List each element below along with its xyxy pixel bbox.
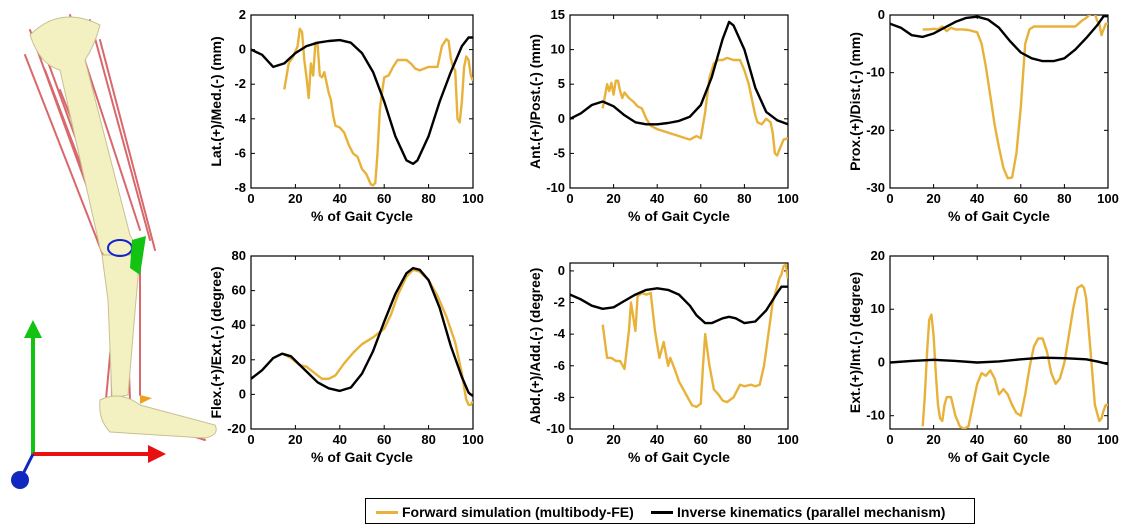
x-tick-label: 40 <box>333 432 347 447</box>
x-tick-label: 20 <box>288 191 302 206</box>
x-tick-label: 20 <box>926 432 940 447</box>
y-tick-label: 0 <box>239 42 246 57</box>
x-tick-label: 100 <box>462 432 484 447</box>
y-tick-label: -10 <box>866 408 885 423</box>
y-tick-label: -10 <box>546 421 565 436</box>
x-tick-label: 40 <box>650 191 664 206</box>
x-axis-label: % of Gait Cycle <box>948 208 1050 224</box>
x-tick-label: 60 <box>694 191 708 206</box>
chart-panel-5: 0 20 40 60 80 100 0 -2 -4 -6 -8 -10 % of Gait Cycle A… <box>527 263 799 465</box>
y-tick-label: 10 <box>551 42 565 57</box>
x-axis-label: % of Gait Cycle <box>311 208 413 224</box>
x-tick-label: 80 <box>1057 191 1071 206</box>
x-tick-label: 0 <box>566 432 573 447</box>
y-tick-label: 0 <box>878 354 885 369</box>
x-tick-label: 40 <box>970 191 984 206</box>
x-tick-label: 80 <box>737 432 751 447</box>
y-tick-label: -20 <box>227 421 246 436</box>
y-tick-label: 60 <box>232 283 246 298</box>
legend-swatch-forward <box>376 511 398 514</box>
legend-item-forward: Forward simulation (multibody-FE) <box>376 504 634 520</box>
x-axis-label: % of Gait Cycle <box>948 449 1050 465</box>
x-axis-label: % of Gait Cycle <box>311 449 413 465</box>
chart-legend: Forward simulation (multibody-FE) Invers… <box>365 498 975 524</box>
y-tick-label: 0 <box>558 263 565 278</box>
x-tick-label: 60 <box>377 432 391 447</box>
y-axis-label: Prox.(+)/Dist.(-) (mm) <box>847 32 863 171</box>
plot-frame <box>890 256 1108 429</box>
y-tick-label: -20 <box>866 122 885 137</box>
x-tick-label: 100 <box>462 191 484 206</box>
y-tick-label: 10 <box>871 301 885 316</box>
x-tick-label: 0 <box>886 191 893 206</box>
y-tick-label: 15 <box>551 7 565 22</box>
chart-panel-2: 0 20 40 60 80 100 15 10 5 0 -5 -10 % of Gait Cycle An… <box>527 7 799 224</box>
x-tick-label: 80 <box>1057 432 1071 447</box>
x-tick-label: 0 <box>566 191 573 206</box>
x-axis-label: % of Gait Cycle <box>628 208 730 224</box>
y-tick-label: 0 <box>558 111 565 126</box>
x-tick-label: 60 <box>1014 432 1028 447</box>
y-tick-label: -4 <box>234 111 246 126</box>
y-axis-label: Lat.(+)/Med.(-) (mm) <box>208 36 224 166</box>
y-tick-label: -4 <box>553 326 565 341</box>
y-axis-label: Abd.(+)/Add.(-) (degree) <box>527 268 543 425</box>
y-tick-label: -10 <box>866 65 885 80</box>
x-tick-label: 60 <box>1014 191 1028 206</box>
y-tick-label: -6 <box>553 358 565 373</box>
legend-label-inverse: Inverse kinematics (parallel mechanism) <box>677 504 945 520</box>
y-tick-label: 20 <box>871 248 885 263</box>
y-tick-label: -10 <box>546 180 565 195</box>
y-axis-label: Ant.(+)/Post.(-) (mm) <box>527 34 543 169</box>
x-tick-label: 100 <box>1097 432 1119 447</box>
y-tick-label: -5 <box>553 145 565 160</box>
x-tick-label: 40 <box>333 191 347 206</box>
x-tick-label: 100 <box>777 432 799 447</box>
y-tick-label: -6 <box>234 145 246 160</box>
x-tick-label: 20 <box>926 191 940 206</box>
x-tick-label: 60 <box>694 432 708 447</box>
x-tick-label: 0 <box>247 432 254 447</box>
y-tick-label: 5 <box>558 76 565 91</box>
y-tick-label: 2 <box>239 7 246 22</box>
legend-item-inverse: Inverse kinematics (parallel mechanism) <box>651 504 945 520</box>
y-tick-label: 20 <box>232 352 246 367</box>
y-axis-label: Flex.(+)/Ext.(-) (degree) <box>208 266 224 418</box>
y-tick-label: -2 <box>234 76 246 91</box>
x-tick-label: 40 <box>650 432 664 447</box>
x-tick-label: 0 <box>247 191 254 206</box>
y-tick-label: -8 <box>234 180 246 195</box>
legend-swatch-inverse <box>651 511 673 514</box>
x-tick-label: 40 <box>970 432 984 447</box>
x-tick-label: 0 <box>886 432 893 447</box>
x-tick-label: 80 <box>737 191 751 206</box>
chart-panel-3: 0 20 40 60 80 100 0 -10 -20 -30 % of Gait Cycle Pro… <box>847 7 1119 224</box>
x-tick-label: 20 <box>606 191 620 206</box>
x-tick-label: 100 <box>1097 191 1119 206</box>
y-axis-label: Ext.(+)/Int.(-) (degree) <box>847 272 863 413</box>
x-tick-label: 20 <box>288 432 302 447</box>
y-tick-label: 0 <box>878 7 885 22</box>
x-tick-label: 80 <box>421 191 435 206</box>
y-tick-label: -30 <box>866 180 885 195</box>
x-tick-label: 20 <box>606 432 620 447</box>
plot-frame <box>570 263 788 429</box>
legend-label-forward: Forward simulation (multibody-FE) <box>402 504 634 520</box>
y-tick-label: 0 <box>239 386 246 401</box>
plot-frame <box>890 15 1108 188</box>
x-axis-label: % of Gait Cycle <box>628 449 730 465</box>
y-tick-label: -8 <box>553 389 565 404</box>
plot-frame <box>251 256 473 429</box>
y-tick-label: -2 <box>553 295 565 310</box>
y-tick-label: 40 <box>232 317 246 332</box>
x-tick-label: 100 <box>777 191 799 206</box>
x-tick-label: 60 <box>377 191 391 206</box>
x-tick-label: 80 <box>421 432 435 447</box>
y-tick-label: 80 <box>232 248 246 263</box>
